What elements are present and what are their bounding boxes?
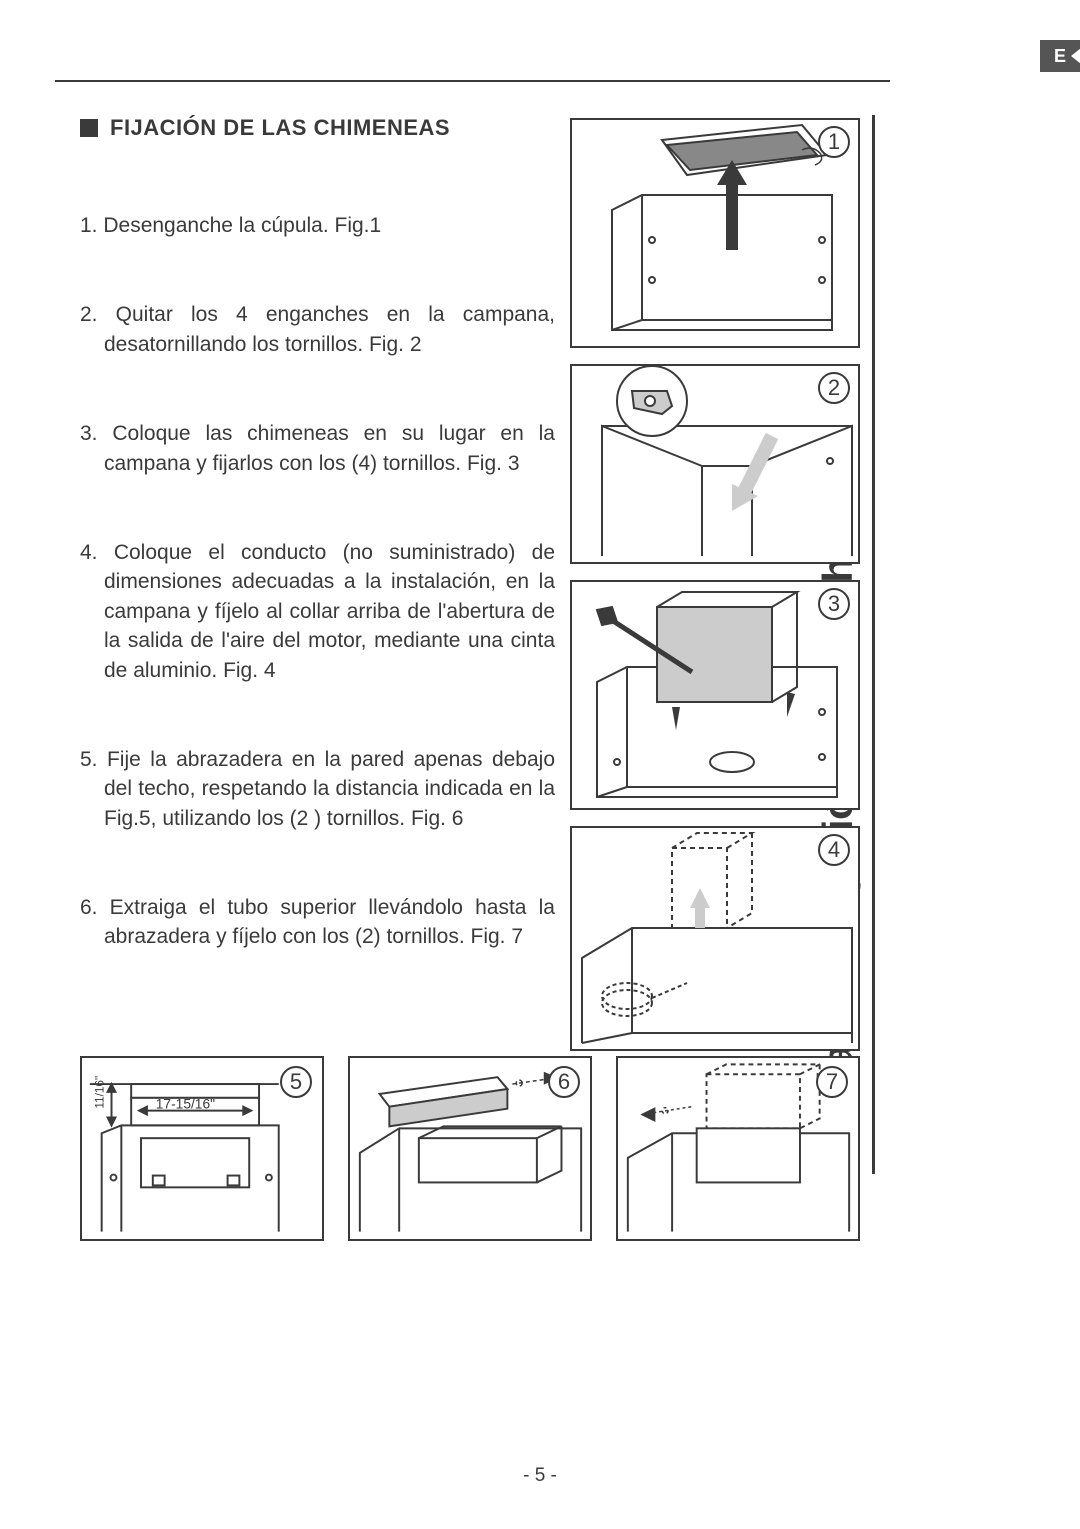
figures-row-bottom: 5 11/16" xyxy=(80,1056,860,1241)
fig5-dim-v: 11/16" xyxy=(93,1076,107,1109)
figure-6: 6 xyxy=(348,1056,592,1241)
figure-1-svg xyxy=(572,120,858,346)
step-5: 5. Fije la abrazadera en la pared apenas… xyxy=(80,745,555,833)
figure-7: 7 xyxy=(616,1056,860,1241)
figures-column-right: 1 2 xyxy=(570,118,860,1067)
figure-4: 4 xyxy=(570,826,860,1051)
figure-3: 3 xyxy=(570,580,860,810)
step-2: 2. Quitar los 4 enganches en la campana,… xyxy=(80,300,555,359)
page-number: - 5 - xyxy=(0,1465,1080,1487)
square-bullet-icon xyxy=(80,119,98,137)
step-6: 6. Extraiga el tubo superior llevándolo … xyxy=(80,893,555,952)
section-title: FIJACIÓN DE LAS CHIMENEAS xyxy=(110,115,450,141)
text-content: FIJACIÓN DE LAS CHIMENEAS 1. Desenganche… xyxy=(80,115,555,1012)
language-tab: E xyxy=(1040,40,1080,72)
figure-label-5: 5 xyxy=(280,1066,312,1098)
step-1: 1. Desenganche la cúpula. Fig.1 xyxy=(80,211,555,240)
step-4: 4. Coloque el conducto (no suministrado)… xyxy=(80,538,555,685)
figure-label-2: 2 xyxy=(818,372,850,404)
figure-5: 5 11/16" xyxy=(80,1056,324,1241)
figure-3-svg xyxy=(572,582,858,808)
section-heading: FIJACIÓN DE LAS CHIMENEAS xyxy=(80,115,555,141)
figure-2-svg xyxy=(572,366,858,562)
figure-label-7: 7 xyxy=(816,1066,848,1098)
figure-1: 1 xyxy=(570,118,860,348)
figure-label-3: 3 xyxy=(818,588,850,620)
figure-label-4: 4 xyxy=(818,834,850,866)
figure-2: 2 xyxy=(570,364,860,564)
top-rule xyxy=(55,80,890,82)
figure-4-svg xyxy=(572,828,858,1049)
figure-label-1: 1 xyxy=(818,126,850,158)
fig5-dim-h: 17-15/16" xyxy=(156,1097,215,1112)
figure-label-6: 6 xyxy=(548,1066,580,1098)
step-3: 3. Coloque las chimeneas en su lugar en … xyxy=(80,419,555,478)
